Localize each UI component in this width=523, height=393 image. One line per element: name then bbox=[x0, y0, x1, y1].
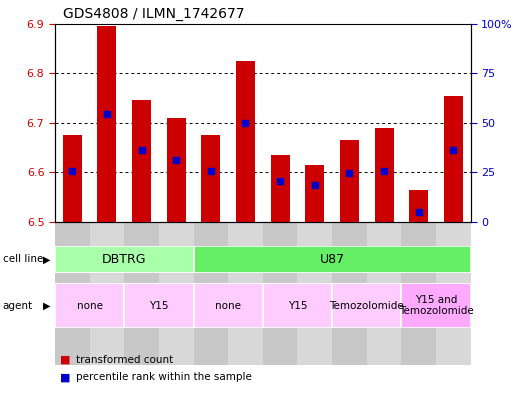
Text: ▶: ▶ bbox=[43, 301, 51, 310]
Bar bbox=[63, 135, 82, 222]
Bar bbox=[55, 222, 89, 365]
Bar bbox=[332, 283, 401, 328]
Text: agent: agent bbox=[3, 301, 33, 310]
Text: Y15: Y15 bbox=[149, 301, 168, 310]
Bar bbox=[228, 222, 263, 365]
Bar bbox=[167, 118, 186, 222]
Bar bbox=[97, 26, 117, 222]
Text: ▶: ▶ bbox=[43, 254, 51, 264]
Text: Temozolomide: Temozolomide bbox=[329, 301, 404, 310]
Text: Y15: Y15 bbox=[288, 301, 307, 310]
Text: DBTRG: DBTRG bbox=[102, 253, 146, 266]
Bar bbox=[55, 283, 124, 328]
Text: none: none bbox=[215, 301, 241, 310]
Bar bbox=[298, 222, 332, 365]
Bar bbox=[436, 222, 471, 365]
Bar bbox=[124, 283, 194, 328]
Bar bbox=[132, 101, 151, 222]
Bar bbox=[263, 283, 332, 328]
Text: transformed count: transformed count bbox=[76, 354, 173, 365]
Bar bbox=[194, 222, 228, 365]
Bar bbox=[263, 222, 298, 365]
Bar bbox=[124, 222, 159, 365]
Bar bbox=[55, 246, 194, 273]
Bar bbox=[270, 155, 290, 222]
Bar bbox=[305, 165, 324, 222]
Bar bbox=[409, 190, 428, 222]
Text: none: none bbox=[76, 301, 103, 310]
Text: cell line: cell line bbox=[3, 254, 43, 264]
Bar bbox=[194, 246, 471, 273]
Bar bbox=[236, 61, 255, 222]
Text: percentile rank within the sample: percentile rank within the sample bbox=[76, 372, 252, 382]
Bar bbox=[89, 222, 124, 365]
Text: GDS4808 / ILMN_1742677: GDS4808 / ILMN_1742677 bbox=[63, 7, 245, 21]
Text: ■: ■ bbox=[60, 354, 71, 365]
Bar bbox=[201, 135, 220, 222]
Bar bbox=[402, 283, 471, 328]
Bar bbox=[374, 128, 394, 222]
Text: U87: U87 bbox=[320, 253, 345, 266]
Bar bbox=[340, 140, 359, 222]
Bar bbox=[159, 222, 194, 365]
Text: ■: ■ bbox=[60, 372, 71, 382]
Text: Y15 and
Temozolomide: Y15 and Temozolomide bbox=[399, 295, 473, 316]
Bar bbox=[332, 222, 367, 365]
Bar bbox=[444, 95, 463, 222]
Bar bbox=[401, 222, 436, 365]
Bar bbox=[367, 222, 401, 365]
Bar bbox=[194, 283, 263, 328]
